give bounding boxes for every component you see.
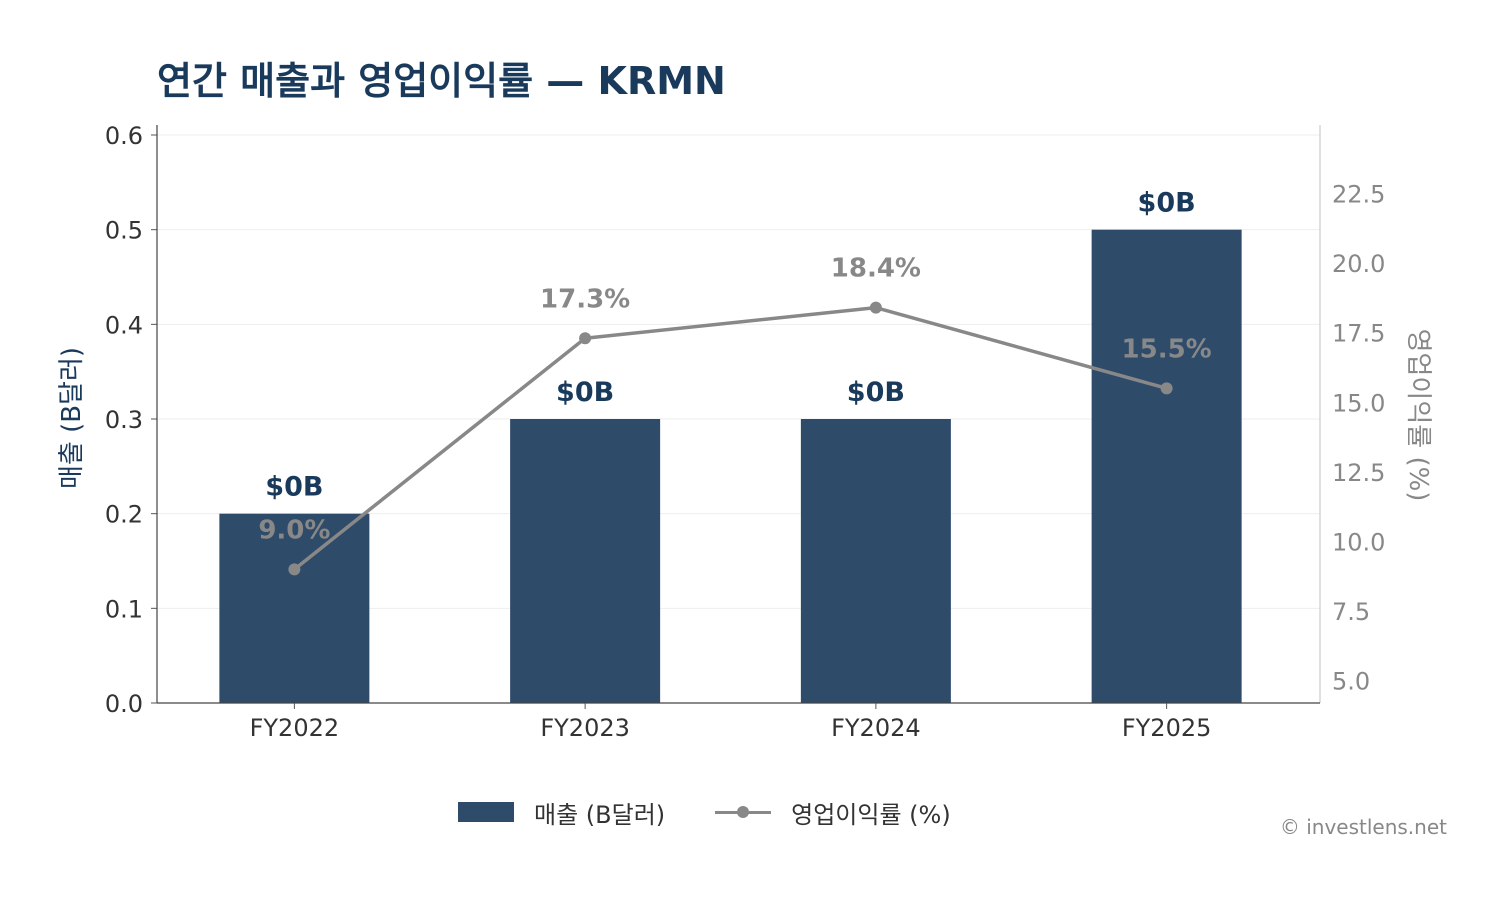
y2-tick-label: 12.5: [1332, 459, 1385, 487]
y-tick-label: 0.5: [105, 217, 143, 245]
x-tick-label: FY2022: [250, 714, 340, 742]
margin-value-label: 9.0%: [258, 515, 330, 545]
bar-series: [219, 229, 1242, 703]
legend-item-revenue: 매출 (B달러): [458, 795, 665, 830]
bar: [1091, 229, 1242, 703]
bar-value-label: $0B: [265, 472, 323, 503]
y2-tick-label: 15.0: [1332, 389, 1385, 417]
margin-point: [288, 563, 301, 576]
y2-tick-label: 7.5: [1332, 598, 1370, 626]
line-series: [288, 301, 1173, 576]
x-tick-label: FY2024: [831, 714, 921, 742]
y2-tick-label: 5.0: [1332, 668, 1370, 696]
legend-item-margin: 영업이익률 (%): [715, 795, 951, 830]
y-tick-label: 0.1: [105, 595, 143, 623]
y-tick-label: 0.6: [105, 122, 143, 150]
legend: 매출 (B달러) 영업이익률 (%): [458, 792, 1001, 832]
margin-line: [293, 305, 1168, 571]
chart-title: 연간 매출과 영업이익률 — KRMN: [157, 59, 726, 103]
data-labels: $0B $0B $0B $0B 9.0% 17.3% 18.4% 15.5%: [258, 188, 1211, 546]
y2-tick-label: 17.5: [1332, 320, 1385, 348]
y-tick-label: 0.4: [105, 311, 143, 339]
axes: 0.0 0.1 0.2 0.3 0.4 0.5 0.6 5.0 7.5 10.0 12.5 15.0 1…: [57, 122, 1433, 742]
bar-value-label: $0B: [556, 377, 614, 408]
margin-value-label: 15.5%: [1122, 334, 1212, 364]
margin-value-label: 17.3%: [540, 284, 630, 314]
bar: [219, 513, 370, 703]
legend-swatch-line: [715, 802, 772, 822]
x-tick-label: FY2025: [1122, 714, 1212, 742]
margin-value-label: 18.4%: [831, 254, 921, 284]
y-tick-label: 0.3: [105, 406, 143, 434]
y2-tick-label: 10.0: [1332, 529, 1385, 557]
legend-label-revenue: 매출 (B달러): [534, 800, 666, 829]
bar-value-label: $0B: [847, 377, 905, 408]
legend-swatch-bar: [458, 802, 514, 822]
y2-tick-label: 22.5: [1332, 180, 1385, 208]
legend-label-margin: 영업이익률 (%): [791, 800, 951, 829]
margin-point: [1160, 382, 1173, 395]
credit-text: © investlens.net: [1279, 815, 1447, 839]
margin-point: [579, 332, 592, 345]
y-tick-label: 0.2: [105, 501, 143, 529]
bar: [510, 419, 661, 703]
y2-axis-title: 영업이익률 (%): [1403, 329, 1433, 502]
bar-value-label: $0B: [1138, 188, 1196, 219]
x-tick-label: FY2023: [540, 714, 630, 742]
margin-point: [869, 301, 882, 314]
y-tick-label: 0.0: [105, 690, 143, 718]
y2-tick-label: 20.0: [1332, 250, 1385, 278]
y-axis-title: 매출 (B달러): [57, 347, 87, 489]
bar: [800, 419, 951, 703]
